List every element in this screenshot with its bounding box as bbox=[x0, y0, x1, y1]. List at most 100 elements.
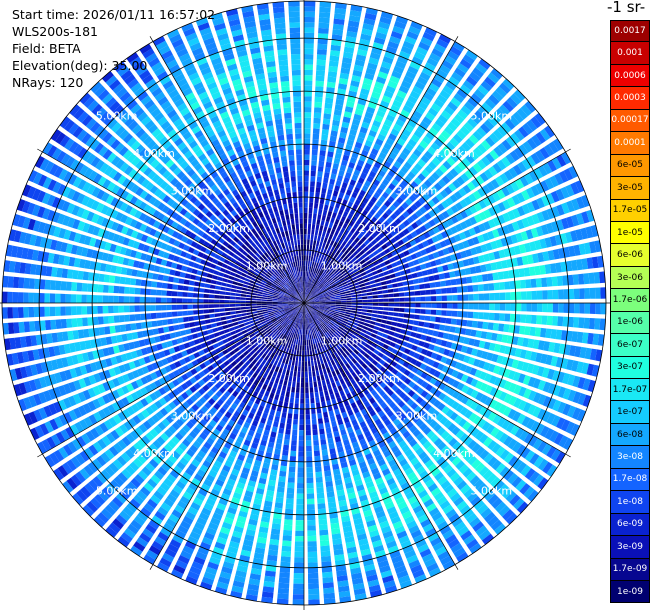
range-gate bbox=[214, 374, 222, 381]
range-gate bbox=[146, 498, 158, 509]
range-gate bbox=[307, 295, 312, 300]
range-gate bbox=[142, 420, 152, 430]
range-gate bbox=[478, 340, 486, 349]
range-gate bbox=[319, 285, 325, 290]
range-gate bbox=[195, 344, 203, 351]
ray-74 bbox=[93, 303, 304, 528]
range-gate bbox=[458, 353, 466, 362]
range-gate bbox=[341, 411, 348, 419]
range-gate bbox=[369, 246, 377, 253]
range-gate bbox=[310, 165, 317, 172]
range-gate bbox=[533, 455, 544, 468]
range-gate bbox=[325, 317, 331, 322]
range-gate bbox=[379, 359, 386, 366]
range-gate bbox=[426, 562, 439, 573]
range-gate bbox=[368, 57, 379, 66]
range-gate bbox=[321, 379, 326, 386]
range-gate bbox=[259, 336, 265, 342]
range-gate bbox=[552, 138, 564, 151]
range-gate bbox=[319, 6, 331, 13]
range-gate bbox=[319, 270, 324, 277]
range-gate bbox=[560, 419, 571, 432]
ray-61 bbox=[276, 303, 304, 605]
range-gate bbox=[288, 305, 294, 308]
range-gate bbox=[177, 500, 188, 510]
range-gate bbox=[438, 347, 446, 355]
range-gate bbox=[385, 137, 395, 146]
range-gate bbox=[353, 169, 361, 177]
range-gate bbox=[331, 347, 336, 353]
range-gate bbox=[370, 124, 379, 133]
range-gate bbox=[34, 425, 45, 438]
range-gate bbox=[322, 406, 328, 413]
range-gate bbox=[349, 220, 355, 227]
range-gate bbox=[542, 162, 553, 175]
range-gate bbox=[325, 301, 331, 303]
range-gate bbox=[341, 395, 348, 402]
range-gate bbox=[358, 403, 365, 411]
range-gate bbox=[302, 303, 304, 308]
range-gate bbox=[413, 51, 426, 61]
range-gate bbox=[551, 206, 560, 218]
range-gate bbox=[367, 299, 373, 303]
range-gate bbox=[256, 374, 262, 381]
range-gate bbox=[349, 254, 355, 260]
range-gate bbox=[508, 324, 515, 334]
range-gate bbox=[357, 277, 363, 282]
range-gate bbox=[154, 510, 166, 521]
range-gate bbox=[334, 554, 345, 561]
range-gate bbox=[321, 401, 326, 408]
range-gate bbox=[260, 417, 267, 424]
range-gate bbox=[351, 276, 357, 281]
range-gate bbox=[264, 348, 270, 355]
range-gate bbox=[141, 409, 150, 419]
range-gate bbox=[445, 508, 457, 519]
range-gate bbox=[446, 287, 452, 294]
range-gate bbox=[190, 394, 198, 403]
range-gate bbox=[413, 148, 422, 158]
range-gate bbox=[306, 255, 309, 261]
range-gate bbox=[285, 342, 289, 348]
range-gate bbox=[310, 310, 315, 316]
range-gate bbox=[313, 307, 319, 310]
range-gate bbox=[188, 463, 198, 472]
range-gate bbox=[418, 41, 431, 51]
range-gate bbox=[426, 503, 437, 513]
range-gate bbox=[421, 455, 431, 465]
range-gate bbox=[218, 420, 227, 428]
range-gate bbox=[412, 375, 420, 383]
range-gate bbox=[502, 509, 514, 521]
range-gate bbox=[273, 353, 278, 360]
range-gate bbox=[494, 292, 500, 301]
range-gate bbox=[44, 455, 56, 468]
range-gate bbox=[182, 471, 192, 481]
range-gate bbox=[191, 526, 203, 536]
range-gate bbox=[319, 303, 326, 305]
range-gate bbox=[244, 344, 251, 350]
range-gate bbox=[516, 256, 524, 266]
range-gate bbox=[555, 188, 565, 201]
range-gate bbox=[304, 43, 314, 49]
range-gate bbox=[297, 307, 301, 312]
range-gate bbox=[184, 540, 197, 550]
range-gate bbox=[577, 393, 587, 406]
range-gate bbox=[454, 234, 462, 242]
range-gate bbox=[304, 329, 306, 335]
range-gate bbox=[328, 60, 339, 67]
range-gate bbox=[351, 364, 358, 371]
range-gate bbox=[312, 376, 317, 382]
range-gate bbox=[422, 116, 433, 126]
range-gate bbox=[270, 533, 280, 541]
range-gate bbox=[347, 331, 353, 337]
range-gate bbox=[536, 366, 545, 377]
range-gate bbox=[472, 130, 483, 141]
range-gate bbox=[334, 185, 340, 192]
range-gate bbox=[356, 303, 363, 306]
range-gate bbox=[304, 69, 313, 76]
range-gate bbox=[450, 253, 457, 262]
range-gate bbox=[293, 333, 296, 339]
range-gate bbox=[268, 479, 276, 487]
range-gate bbox=[331, 274, 337, 280]
range-gate bbox=[372, 366, 379, 374]
range-gate bbox=[521, 303, 527, 312]
